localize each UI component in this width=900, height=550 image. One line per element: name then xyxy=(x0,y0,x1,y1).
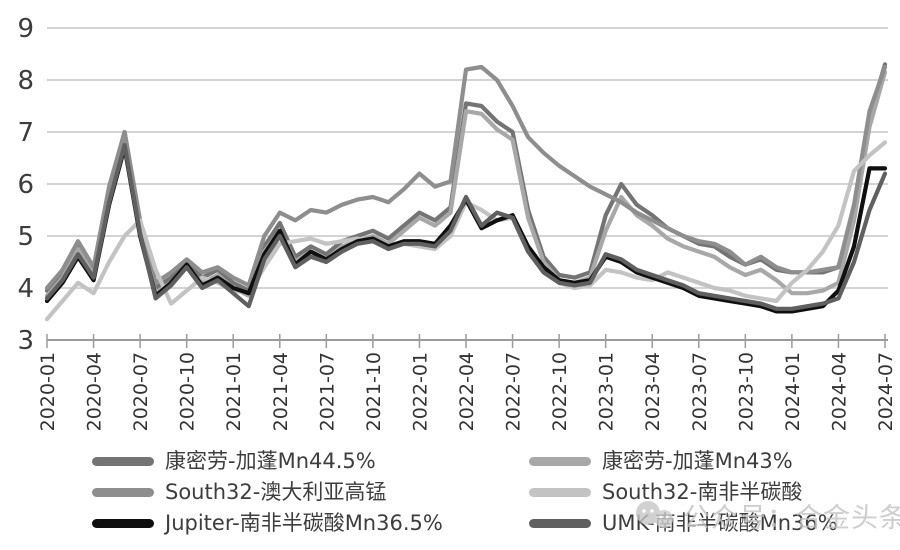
legend-label: South32-澳大利亚高锰 xyxy=(165,480,387,504)
legend-swatch xyxy=(529,519,591,528)
x-axis-tick-label: 2024-04 xyxy=(828,352,850,431)
legend-item: South32-南非半碳酸 xyxy=(529,481,838,504)
x-axis-tick-label: 2024-01 xyxy=(782,352,804,431)
x-axis-tick-label: 2022-10 xyxy=(549,352,571,431)
legend-swatch xyxy=(92,488,154,497)
y-axis-tick-label: 6 xyxy=(17,170,34,200)
x-axis-tick-label: 2021-07 xyxy=(316,352,338,431)
x-axis-tick-label: 2022-07 xyxy=(503,352,525,431)
series-line xyxy=(44,140,888,322)
x-axis-tick-label: 2024-07 xyxy=(875,352,897,431)
legend-swatch xyxy=(92,457,154,466)
x-axis-tick-label: 2022-01 xyxy=(409,352,431,431)
x-axis-tick-label: 2023-04 xyxy=(642,352,664,431)
y-axis-tick-label: 9 xyxy=(17,14,34,44)
y-axis-tick-label: 7 xyxy=(17,118,34,148)
x-axis-tick-label: 2022-04 xyxy=(456,352,478,431)
legend-label: Jupiter-南非半碳酸Mn36.5% xyxy=(165,511,443,535)
x-axis-tick-label: 2020-04 xyxy=(84,352,106,431)
legend-swatch xyxy=(92,519,154,528)
y-axis-tick-label: 8 xyxy=(17,66,34,96)
x-axis-tick-label: 2023-07 xyxy=(689,352,711,431)
legend-item: South32-澳大利亚高锰 xyxy=(92,481,529,504)
x-axis-tick-label: 2021-10 xyxy=(363,352,385,431)
x-axis-tick-label: 2023-01 xyxy=(596,352,618,431)
legend-item: Jupiter-南非半碳酸Mn36.5% xyxy=(92,512,529,535)
legend-swatch xyxy=(529,488,591,497)
y-axis-tick-label: 3 xyxy=(17,326,34,356)
legend-swatch xyxy=(529,457,591,466)
legend-label: 康密劳-加蓬Mn43% xyxy=(602,449,793,473)
x-axis-tick-label: 2020-01 xyxy=(37,352,59,431)
series-line xyxy=(44,142,888,311)
legend-label: UMK-南非半碳酸Mn36% xyxy=(602,511,838,535)
legend-item: UMK-南非半碳酸Mn36% xyxy=(529,512,838,535)
series-line xyxy=(44,145,888,314)
y-axis-tick-label: 5 xyxy=(17,222,34,252)
x-axis-tick-label: 2020-10 xyxy=(177,352,199,431)
y-axis-tick-label: 4 xyxy=(17,274,34,304)
legend-item: 康密劳-加蓬Mn43% xyxy=(529,450,838,473)
chart-legend: 康密劳-加蓬Mn44.5% 康密劳-加蓬Mn43% South32-澳大利亚高锰 So… xyxy=(92,450,838,535)
x-axis-tick-label: 2021-04 xyxy=(270,352,292,431)
x-axis-tick-label: 2021-01 xyxy=(223,352,245,431)
series-line xyxy=(44,64,888,291)
x-axis-tick-label: 2020-07 xyxy=(130,352,152,431)
legend-item: 康密劳-加蓬Mn44.5% xyxy=(92,450,529,473)
x-axis-tick-label: 2023-10 xyxy=(735,352,757,431)
legend-label: 康密劳-加蓬Mn44.5% xyxy=(165,449,376,473)
legend-label: South32-南非半碳酸 xyxy=(602,480,803,504)
